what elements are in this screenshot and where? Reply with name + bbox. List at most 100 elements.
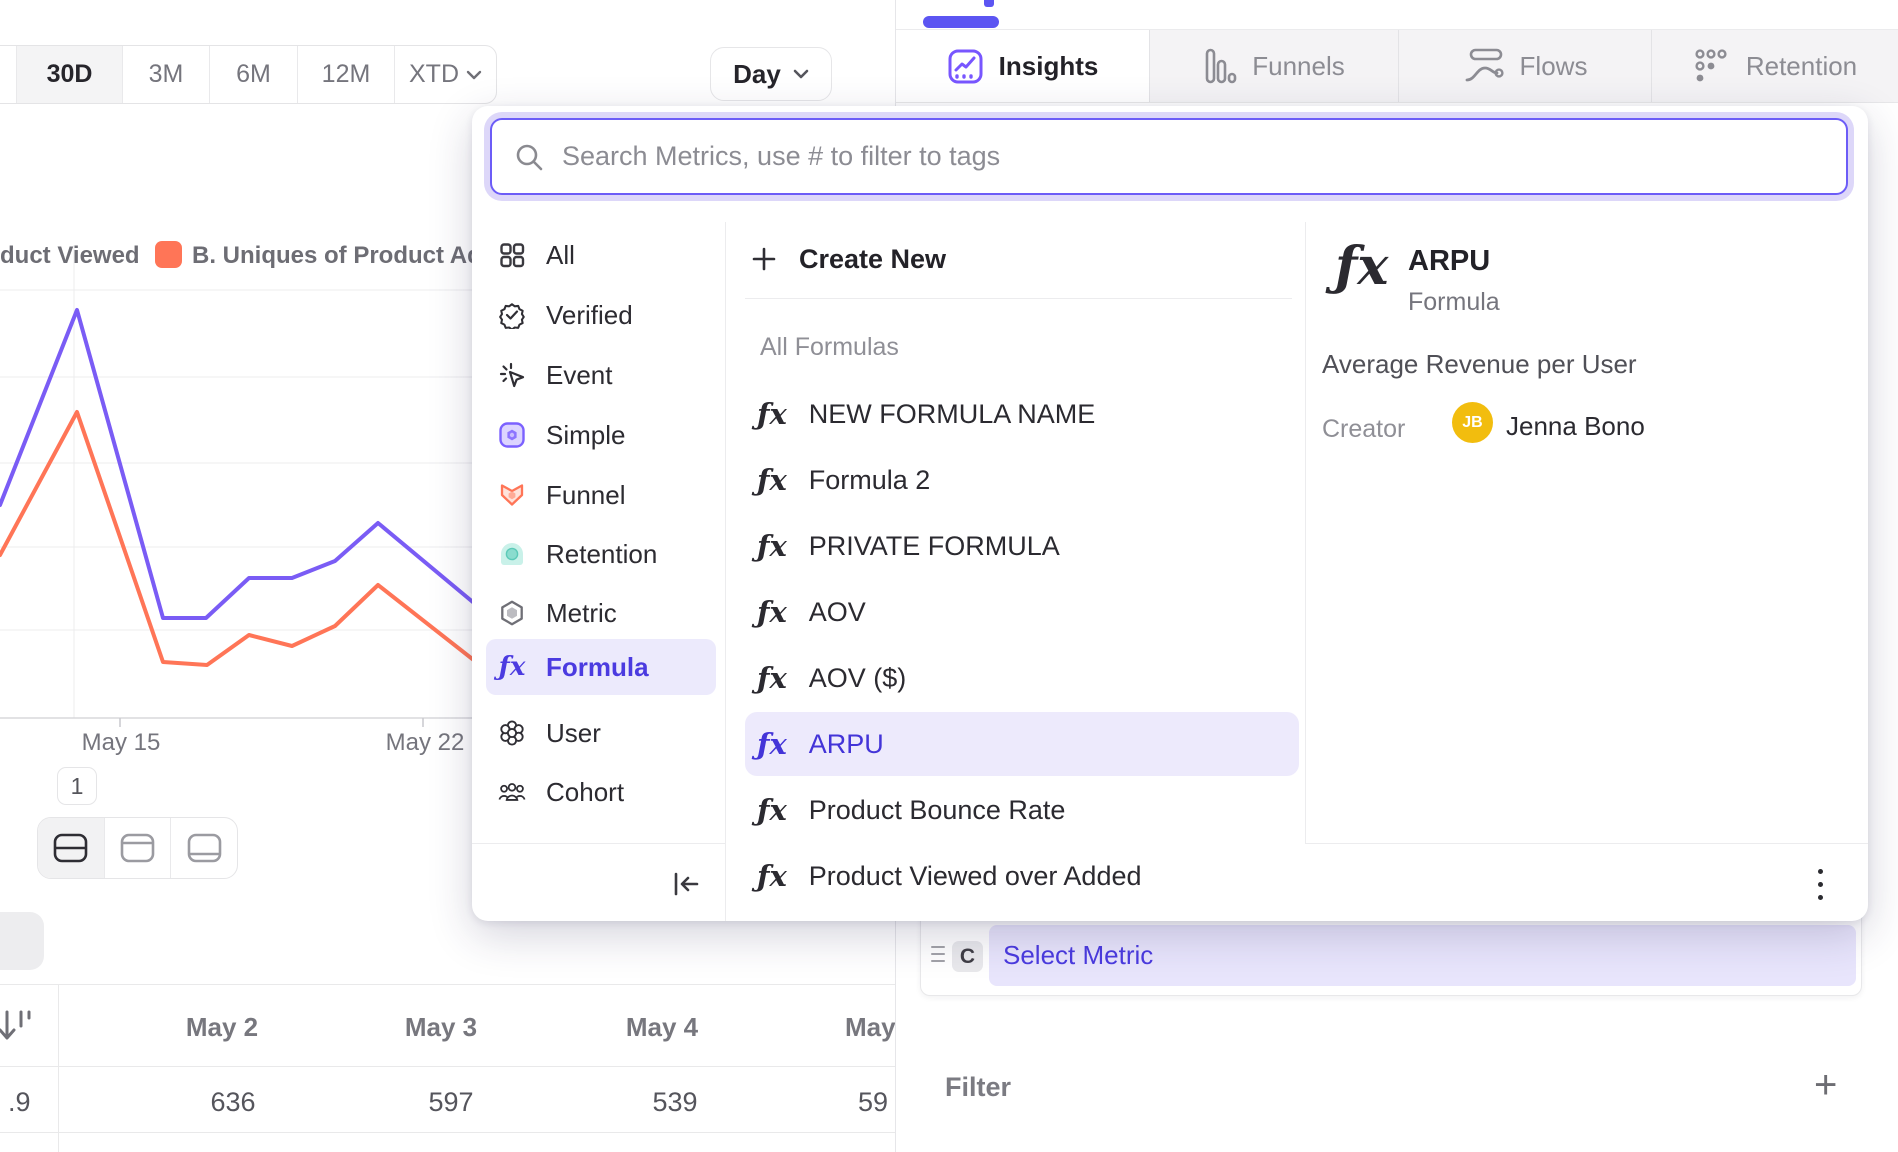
collapse-sidebar-button[interactable]	[666, 866, 706, 902]
tab-retention-label: Retention	[1745, 50, 1858, 81]
split-bottom-icon	[187, 833, 221, 863]
range-button-3m[interactable]: 3M	[122, 46, 209, 103]
cohort-people-icon	[498, 778, 526, 806]
formula-item[interactable]: ƒx AOV	[745, 580, 1299, 644]
sort-descending-icon[interactable]	[0, 1008, 32, 1044]
formula-item[interactable]: ƒx AOV ($)	[745, 646, 1299, 710]
add-filter-button[interactable]: +	[1814, 1063, 1838, 1107]
layout-split-top-button[interactable]	[103, 818, 171, 878]
formula-item[interactable]: ƒx Product Viewed over Added	[745, 844, 1299, 908]
tab-retention[interactable]: Retention	[1651, 30, 1898, 102]
active-tab-underline	[923, 16, 999, 28]
metric-hexagon-icon	[498, 599, 526, 627]
formula-item[interactable]: ƒx Formula 2	[745, 448, 1299, 512]
fx-icon: ƒx	[757, 661, 787, 695]
sidebar-label: Event	[546, 359, 613, 390]
formulas-section-header: All Formulas	[760, 333, 899, 361]
layout-split-bottom-button[interactable]	[170, 818, 237, 878]
sidebar-item-cohort[interactable]: Cohort	[486, 764, 716, 820]
sidebar-item-verified[interactable]: Verified	[486, 287, 716, 343]
sidebar-item-metric[interactable]: Metric	[486, 585, 716, 641]
table-cell-value-clipped: 59	[858, 1087, 889, 1117]
sidebar-item-all[interactable]: All	[486, 227, 716, 283]
split-top-icon	[120, 833, 155, 863]
sidebar-item-simple[interactable]: Simple	[486, 407, 716, 463]
range-button-6m[interactable]: 6M	[209, 46, 297, 103]
granularity-dropdown[interactable]: Day	[710, 47, 832, 101]
funnels-bars-icon	[1205, 48, 1237, 84]
grid-icon	[498, 241, 526, 269]
series-line-purple	[0, 308, 482, 620]
create-new-button[interactable]: Create New	[745, 232, 946, 286]
retention-dots-icon	[1695, 49, 1727, 82]
table-cell-value: 597	[428, 1087, 474, 1117]
insights-chart-icon	[948, 49, 983, 83]
sidebar-item-funnel[interactable]: Funnel	[486, 467, 716, 523]
range-button-xtd[interactable]: XTD	[394, 46, 496, 103]
formula-item-label: AOV	[808, 596, 866, 627]
page-number-badge[interactable]: 1	[57, 767, 97, 805]
range-button-12m[interactable]: 12M	[297, 46, 394, 103]
detail-description: Average Revenue per User	[1322, 349, 1637, 379]
range-button-partial[interactable]	[0, 46, 16, 103]
detail-title: ARPU	[1408, 245, 1491, 277]
table-row-divider	[0, 1066, 896, 1067]
x-axis-label-may15: May 15	[81, 729, 161, 756]
metric-letter-badge: C	[952, 941, 983, 972]
tab-flows[interactable]: Flows	[1398, 30, 1651, 102]
table-header-may5-clipped[interactable]: May	[845, 1012, 896, 1042]
table-cell-value: 636	[210, 1087, 256, 1117]
search-box	[490, 118, 1848, 195]
creator-label: Creator	[1322, 415, 1406, 443]
formula-item-label: NEW FORMULA NAME	[808, 398, 1096, 429]
split-middle-icon	[54, 833, 88, 863]
formula-item-label: AOV ($)	[808, 662, 907, 693]
drag-handle-icon[interactable]	[931, 946, 945, 962]
formula-item[interactable]: ƒx Product Bounce Rate	[745, 778, 1299, 842]
more-options-button[interactable]	[1802, 858, 1838, 910]
legend-swatch-b	[155, 241, 182, 268]
legend-item-a-label[interactable]: duct Viewed	[0, 242, 140, 269]
formula-item[interactable]: ƒx NEW FORMULA NAME	[745, 382, 1299, 446]
range-xtd-label: XTD	[409, 60, 459, 88]
formula-item[interactable]: ƒx PRIVATE FORMULA	[745, 514, 1299, 578]
sidebar-label: Verified	[546, 299, 633, 330]
formula-item-arpu-selected[interactable]: ƒx ARPU	[745, 712, 1299, 776]
fx-icon: ƒx	[757, 595, 787, 629]
sidebar-item-formula[interactable]: ƒx Formula	[486, 639, 716, 695]
formula-item-label: PRIVATE FORMULA	[808, 530, 1060, 561]
select-metric-button[interactable]: Select Metric	[989, 925, 1856, 986]
formula-fx-icon: ƒx	[498, 652, 526, 682]
sidebar-item-retention[interactable]: Retention	[486, 526, 716, 582]
create-new-label: Create New	[799, 243, 947, 274]
sidebar-label: Metric	[546, 597, 617, 628]
verified-badge-icon	[498, 301, 526, 329]
layout-split-middle-button[interactable]	[38, 818, 104, 878]
table-header-may3[interactable]: May 3	[404, 1012, 478, 1042]
table-header-may4[interactable]: May 4	[625, 1012, 699, 1042]
fx-icon: ƒx	[757, 529, 787, 563]
formula-item-label: Product Bounce Rate	[808, 794, 1066, 825]
sidebar-label: Cohort	[546, 776, 625, 807]
search-input[interactable]	[562, 141, 1846, 172]
x-axis-label-may22: May 22	[385, 729, 465, 756]
sidebar-item-event[interactable]: Event	[486, 347, 716, 403]
sidebar-label: User	[546, 717, 601, 748]
date-range-control: 30D 3M 6M 12M XTD	[0, 45, 497, 104]
tab-funnels[interactable]: Funnels	[1149, 30, 1398, 102]
tab-insights[interactable]: Insights	[896, 30, 1149, 102]
sidebar-label: Simple	[546, 419, 626, 450]
table-header-may2[interactable]: May 2	[185, 1012, 259, 1042]
series-line-orange	[0, 410, 482, 667]
sidebar-item-user[interactable]: User	[486, 705, 716, 761]
funnel-badge-icon	[498, 481, 526, 509]
detail-footer-divider	[1305, 843, 1868, 844]
filter-section-label: Filter	[945, 1072, 1012, 1102]
chevron-down-icon	[466, 70, 482, 79]
legend-item-b-label[interactable]: B. Uniques of Product Add	[192, 242, 497, 269]
formula-item-label: ARPU	[808, 728, 884, 759]
range-button-30d[interactable]: 30D	[16, 46, 122, 103]
sidebar-label: All	[546, 239, 575, 270]
plus-icon	[752, 247, 776, 271]
